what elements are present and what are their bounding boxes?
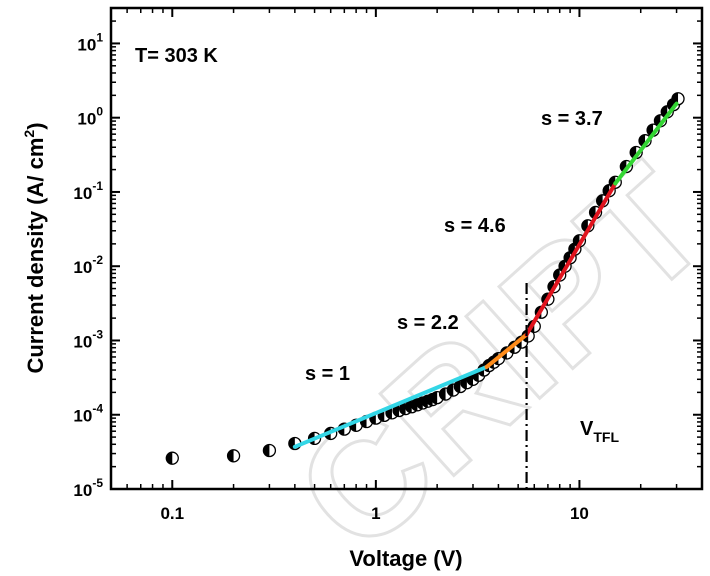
y-axis-title-sup: 2 xyxy=(21,130,37,138)
data-point xyxy=(619,159,633,174)
data-point xyxy=(262,443,277,458)
y-tick-label: 100 xyxy=(77,105,103,129)
fit-lines xyxy=(292,101,679,449)
watermark: CRIPT xyxy=(261,130,710,576)
data-point xyxy=(430,390,444,405)
vtfl-label-sub: TFL xyxy=(593,429,619,445)
vtfl-label: VTFL xyxy=(580,418,619,445)
x-axis-title: Voltage (V) xyxy=(349,546,462,571)
temperature-label: T= 303 K xyxy=(135,45,218,67)
x-axis-ticks: 0.1 1 10 xyxy=(126,8,678,523)
fit-line-1 xyxy=(292,364,489,449)
y-tick-label: 10-2 xyxy=(73,253,103,277)
y-axis-ticks: 10-5 10-4 10-3 10-2 10-1 100 101 xyxy=(73,20,702,500)
data-points xyxy=(165,92,685,465)
slope-label-s4: s = 3.7 xyxy=(541,108,603,130)
x-tick-label: 10 xyxy=(570,504,589,523)
y-axis-title: Current density (A/ cm2) xyxy=(21,122,48,373)
x-tick-label: 0.1 xyxy=(160,504,184,523)
watermark-text: CRIPT xyxy=(263,131,710,576)
x-tick-label: 1 xyxy=(371,504,380,523)
y-tick-label: 10-4 xyxy=(73,402,103,426)
slope-label-s3: s = 4.6 xyxy=(444,215,506,237)
data-point xyxy=(438,387,453,401)
y-tick-label: 10-1 xyxy=(73,179,103,203)
fit-line-4 xyxy=(613,101,679,186)
slope-label-s2: s = 2.2 xyxy=(397,312,459,334)
y-tick-label: 10-3 xyxy=(73,327,103,351)
vtfl-label-main: V xyxy=(580,418,594,440)
y-axis-title-main: Current density (A/ cm xyxy=(23,138,48,374)
data-point xyxy=(226,449,241,463)
fit-line-2 xyxy=(484,332,529,369)
y-tick-label: 101 xyxy=(77,30,103,54)
fit-line-3 xyxy=(524,181,618,337)
plot-frame xyxy=(109,6,704,491)
slope-label-s1: s = 1 xyxy=(305,363,350,385)
y-axis-title-tail: ) xyxy=(23,122,48,129)
y-tick-label: 10-5 xyxy=(73,476,103,500)
data-point xyxy=(165,451,179,465)
